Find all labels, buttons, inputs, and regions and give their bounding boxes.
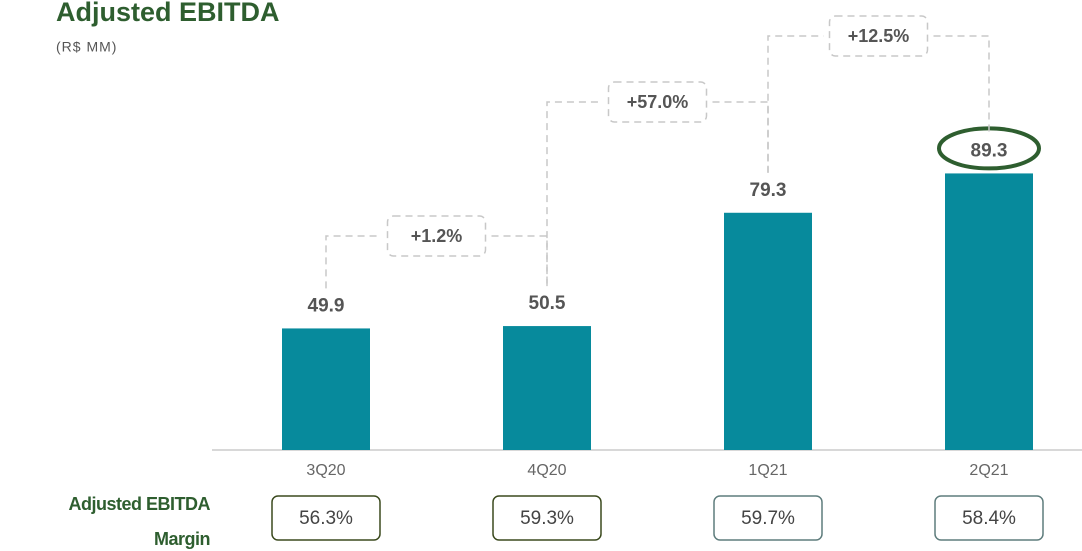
margin-box <box>713 495 823 541</box>
connector <box>546 101 769 287</box>
change-label: +1.2% <box>411 226 463 246</box>
margin-label: 59.3% <box>520 508 574 529</box>
chart-title: Adjusted EBITDA <box>56 0 280 27</box>
change-box <box>607 81 708 123</box>
x-tick-label: 3Q20 <box>306 462 345 479</box>
change-label: +57.0% <box>627 92 689 112</box>
value-label: 50.5 <box>529 293 566 314</box>
change-box <box>386 215 487 257</box>
bar <box>503 326 591 450</box>
chart-subtitle: (R$ MM) <box>56 39 117 55</box>
x-tick-label: 2Q21 <box>969 462 1008 479</box>
margin-box <box>934 495 1044 541</box>
value-label: 79.3 <box>750 180 787 201</box>
value-label: 89.3 <box>971 140 1008 161</box>
change-box <box>828 15 929 57</box>
connector <box>767 35 990 173</box>
x-tick-label: 1Q21 <box>748 462 787 479</box>
bar <box>282 328 370 450</box>
x-tick-label: 4Q20 <box>527 462 566 479</box>
margin-label: 56.3% <box>299 508 353 529</box>
value-label: 49.9 <box>308 295 345 316</box>
margin-title: Adjusted EBITDA <box>68 494 210 514</box>
margin-box <box>492 495 602 541</box>
margin-label: 58.4% <box>962 508 1016 529</box>
bar <box>945 173 1033 451</box>
margin-label: 59.7% <box>741 508 795 529</box>
margin-title: Margin <box>154 529 210 549</box>
margin-box <box>271 495 381 541</box>
change-label: +12.5% <box>848 26 910 46</box>
bar <box>724 212 812 450</box>
